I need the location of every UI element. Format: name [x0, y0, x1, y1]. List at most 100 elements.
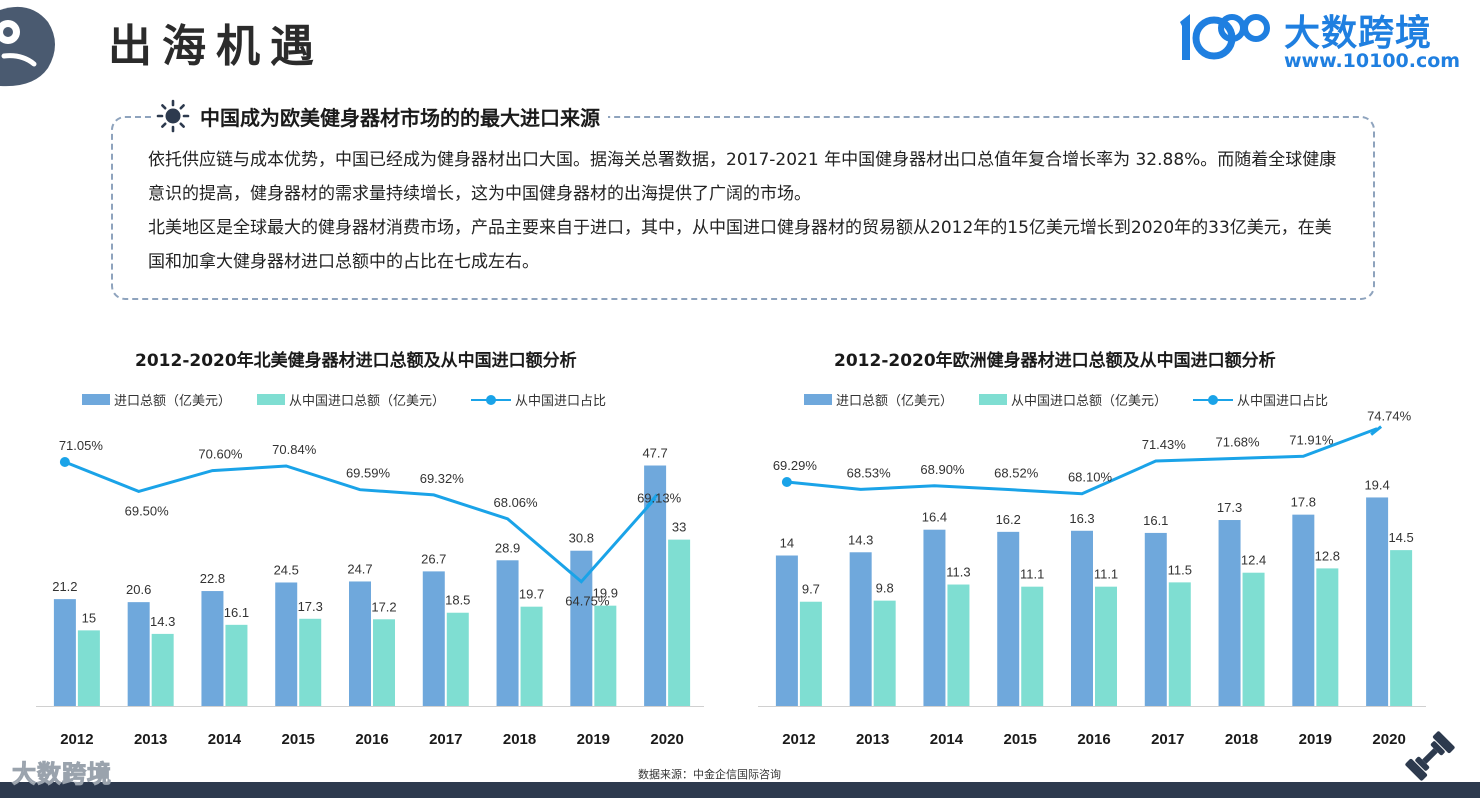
bar-total-label: 20.6	[126, 582, 151, 597]
x-tick-label: 2018	[1225, 731, 1258, 748]
share-label: 68.10%	[1068, 470, 1113, 485]
bar-china	[1390, 550, 1413, 706]
legend-item-share: 从中国进口占比	[471, 390, 606, 409]
share-label: 68.90%	[920, 462, 965, 477]
share-label: 68.52%	[994, 466, 1039, 481]
legend-item-china: 从中国进口总额（亿美元）	[257, 390, 445, 409]
bar-total-label: 16.2	[996, 512, 1021, 527]
footer-bar	[0, 782, 1480, 798]
bar-china-label: 14.5	[1388, 530, 1413, 545]
legend-europe: 进口总额（亿美元） 从中国进口总额（亿美元） 从中国进口占比	[804, 390, 1354, 409]
x-tick-label: 2017	[429, 731, 462, 748]
bar-china	[873, 600, 896, 706]
chart-title-europe: 2012-2020年欧洲健身器材进口总额及从中国进口额分析	[834, 351, 1276, 371]
bar-china-label: 14.3	[150, 614, 175, 629]
bar-total-label: 17.3	[1217, 500, 1242, 515]
bar-total	[349, 581, 371, 706]
logo-mark-icon	[1180, 14, 1270, 60]
legend-item-china: 从中国进口总额（亿美元）	[979, 390, 1167, 409]
bar-china-label: 16.1	[224, 605, 249, 620]
x-tick-label: 2018	[503, 731, 536, 748]
legend-swatch-share	[1193, 394, 1234, 406]
bar-total	[1144, 532, 1167, 706]
bar-china-label: 15	[82, 610, 96, 625]
bar-total-label: 14.3	[848, 532, 873, 547]
legend-label-total: 进口总额（亿美元）	[114, 394, 232, 409]
legend-swatch-china	[257, 394, 286, 405]
bar-total-label: 26.7	[421, 551, 446, 566]
bar-china-label: 12.8	[1315, 548, 1340, 563]
bar-total	[1071, 530, 1093, 706]
info-heading: 中国成为欧美健身器材市场的的最大进口来源	[200, 105, 600, 130]
share-line	[64, 460, 657, 584]
bar-total	[849, 552, 872, 706]
share-label: 64.75%	[565, 594, 610, 609]
x-tick-label: 2015	[1004, 731, 1037, 748]
bar-china	[151, 633, 174, 706]
sun-icon	[156, 99, 190, 133]
bar-china	[299, 618, 322, 706]
bar-total-label: 24.5	[274, 562, 299, 577]
bar-total	[1218, 520, 1241, 706]
share-line	[786, 427, 1378, 496]
logo-url[interactable]: www.10100.com	[1284, 50, 1461, 72]
share-label: 70.60%	[198, 447, 243, 462]
x-tick-label: 2013	[856, 731, 889, 748]
bar-china	[77, 630, 100, 706]
bar-total	[923, 529, 946, 706]
bar-china-label: 9.7	[802, 582, 820, 597]
share-label: 69.59%	[346, 466, 391, 481]
x-tick-label: 2017	[1151, 731, 1184, 748]
bar-total-label: 30.8	[569, 531, 594, 546]
bar-total	[496, 560, 519, 706]
bar-total	[127, 602, 150, 706]
bar-china-label: 19.7	[519, 587, 544, 602]
legend-item-total: 进口总额（亿美元）	[82, 390, 231, 409]
dumbbell-icon	[1405, 731, 1455, 781]
share-label: 69.29%	[773, 458, 818, 473]
share-label: 71.68%	[1216, 435, 1261, 450]
share-label: 69.13%	[637, 490, 682, 505]
logo-name: 大数跨境	[1284, 13, 1433, 54]
legend-item-total: 进口总额（亿美元）	[804, 390, 953, 409]
legend-north-america: 进口总额（亿美元） 从中国进口总额（亿美元） 从中国进口占比	[82, 390, 632, 409]
share-line-arrow	[645, 493, 659, 508]
legend-item-share: 从中国进口占比	[1193, 390, 1328, 409]
bar-china-label: 11.1	[1020, 567, 1044, 582]
legend-label-total: 进口总额（亿美元）	[836, 394, 954, 409]
bar-total	[422, 571, 445, 706]
bar-china-label: 17.2	[371, 599, 396, 614]
legend-label-china: 从中国进口总额（亿美元）	[1011, 394, 1168, 409]
x-tick-label: 2020	[1372, 731, 1405, 748]
bar-china	[799, 601, 822, 706]
x-tick-label: 2012	[60, 731, 93, 748]
x-tick-label: 2014	[208, 731, 242, 748]
bar-china-label: 12.4	[1241, 553, 1266, 568]
share-label: 70.84%	[272, 442, 317, 457]
bar-china	[947, 584, 970, 706]
info-box	[111, 116, 1375, 300]
bar-china-label: 11.3	[946, 565, 970, 580]
bar-total	[570, 550, 593, 706]
bar-total	[775, 555, 798, 706]
bar-total-label: 16.3	[1069, 511, 1094, 526]
share-point	[59, 457, 70, 467]
bar-total-label: 17.8	[1291, 495, 1316, 510]
bar-total-label: 28.9	[495, 540, 520, 555]
bar-china	[1168, 582, 1191, 706]
info-paragraph-2: 北美地区是全球最大的健身器材消费市场，产品主要来自于进口，其中，从中国进口健身器…	[148, 218, 1332, 272]
brand-logo[interactable]: 大数跨境 www.10100.com	[1176, 4, 1466, 74]
share-label: 69.32%	[420, 471, 465, 486]
bar-china	[373, 619, 395, 706]
bar-china-label: 17.3	[298, 599, 323, 614]
x-tick-label: 2019	[1299, 731, 1332, 748]
info-paragraph-1: 依托供应链与成本优势，中国已经成为健身器材出口大国。据海关总署数据，2017-2…	[148, 150, 1337, 204]
share-label: 71.43%	[1142, 437, 1187, 452]
mascot-icon	[0, 6, 55, 87]
x-tick-label: 2013	[134, 731, 167, 748]
x-tick-label: 2015	[282, 731, 315, 748]
share-label: 69.50%	[125, 503, 170, 518]
bar-china	[520, 606, 543, 706]
bar-total	[1366, 497, 1389, 706]
bar-china	[668, 539, 691, 706]
